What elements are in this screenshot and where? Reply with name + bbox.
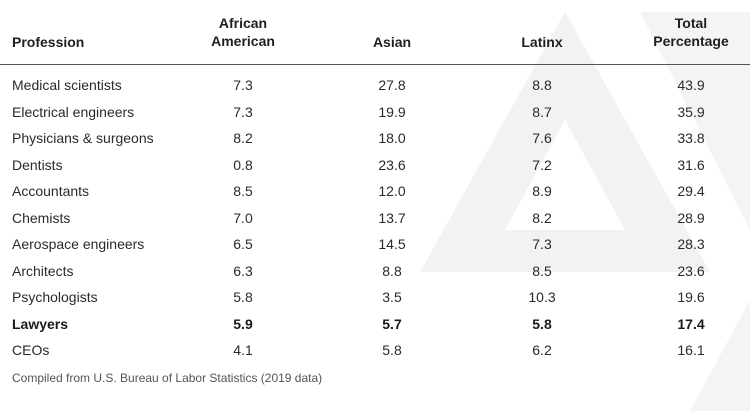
- row-value-asian: 8.8: [382, 262, 402, 279]
- row-value-latinx: 6.2: [532, 342, 552, 358]
- row-value-african-american: 6.5: [233, 236, 253, 252]
- header-asian: Asian: [372, 34, 412, 50]
- row-value-african-american: 7.3: [233, 103, 253, 120]
- row-profession: Lawyers: [12, 315, 69, 332]
- row-value-asian: 23.6: [378, 156, 406, 173]
- row-value-latinx: 7.3: [532, 236, 552, 252]
- row-value-latinx: 8.5: [532, 262, 552, 279]
- row-value-african-american: 5.9: [233, 315, 253, 332]
- row-value-latinx: 5.8: [532, 315, 552, 332]
- table-row: Dentists 0.8 23.6 7.2 31.6: [0, 152, 750, 179]
- header-profession: Profession: [12, 34, 85, 50]
- header-african-american-line1: African: [218, 15, 268, 31]
- row-value-african-american: 8.2: [233, 130, 253, 146]
- table-row: Medical scientists 7.3 27.8 8.8 43.9: [0, 72, 750, 99]
- row-profession: CEOs: [12, 342, 50, 358]
- row-value-total: 43.9: [677, 77, 705, 93]
- row-profession: Medical scientists: [12, 77, 122, 93]
- header-total-line2: Percentage: [653, 33, 729, 49]
- row-value-total: 17.4: [677, 315, 705, 332]
- row-value-asian: 13.7: [378, 209, 406, 226]
- header-total-percentage: Total Percentage: [641, 14, 741, 50]
- table-row: Lawyers 5.9 5.7 5.8 17.4: [0, 311, 750, 338]
- table-row: Chemists 7.0 13.7 8.2 28.9: [0, 205, 750, 232]
- row-value-asian: 27.8: [378, 77, 406, 93]
- source-note: Compiled from U.S. Bureau of Labor Stati…: [12, 371, 323, 385]
- row-value-african-american: 7.3: [233, 77, 253, 93]
- row-value-total: 29.4: [677, 183, 705, 199]
- row-value-asian: 3.5: [382, 289, 402, 305]
- row-value-african-american: 8.5: [233, 183, 253, 199]
- row-profession: Architects: [12, 262, 74, 279]
- row-value-total: 28.3: [677, 236, 705, 252]
- table-row: Accountants 8.5 12.0 8.9 29.4: [0, 178, 750, 205]
- table-row: Aerospace engineers 6.5 14.5 7.3 28.3: [0, 231, 750, 258]
- table-row: Physicians & surgeons 8.2 18.0 7.6 33.8: [0, 125, 750, 152]
- row-value-total: 19.6: [677, 289, 705, 305]
- row-value-asian: 14.5: [378, 236, 406, 252]
- header-african-american-line2: American: [211, 33, 275, 49]
- row-profession: Accountants: [12, 183, 90, 199]
- row-profession: Dentists: [12, 156, 63, 173]
- table-row: Psychologists 5.8 3.5 10.3 19.6: [0, 284, 750, 311]
- row-value-asian: 12.0: [378, 183, 406, 199]
- row-value-total: 23.6: [677, 262, 705, 279]
- row-value-total: 35.9: [677, 103, 705, 120]
- row-value-latinx: 8.8: [532, 77, 552, 93]
- header-divider: [0, 64, 750, 65]
- row-profession: Psychologists: [12, 289, 98, 305]
- row-value-asian: 5.7: [382, 315, 402, 332]
- table-body: Medical scientists 7.3 27.8 8.8 43.9 Electric…: [0, 72, 750, 364]
- row-value-african-american: 0.8: [233, 156, 253, 173]
- row-profession: Electrical engineers: [12, 103, 135, 120]
- row-value-latinx: 8.2: [532, 209, 552, 226]
- header-total-line1: Total: [674, 15, 708, 31]
- row-value-african-american: 5.8: [233, 289, 253, 305]
- header-african-american: African American: [193, 14, 293, 50]
- row-value-total: 31.6: [677, 156, 705, 173]
- row-value-african-american: 6.3: [233, 262, 253, 279]
- table-row: Electrical engineers 7.3 19.9 8.7 35.9: [0, 99, 750, 126]
- row-value-latinx: 8.9: [532, 183, 552, 199]
- row-value-asian: 19.9: [378, 103, 406, 120]
- table-row: Architects 6.3 8.8 8.5 23.6: [0, 258, 750, 285]
- table-header: Profession African American Asian Latinx…: [0, 8, 750, 60]
- row-value-latinx: 8.7: [532, 103, 552, 120]
- row-profession: Chemists: [12, 209, 71, 226]
- row-value-total: 28.9: [677, 209, 705, 226]
- row-value-asian: 5.8: [382, 342, 402, 358]
- row-value-latinx: 7.6: [532, 130, 552, 146]
- row-value-asian: 18.0: [378, 130, 406, 146]
- row-profession: Physicians & surgeons: [12, 130, 154, 146]
- table-row: CEOs 4.1 5.8 6.2 16.1: [0, 337, 750, 364]
- row-profession: Aerospace engineers: [12, 236, 145, 252]
- row-value-total: 16.1: [677, 342, 705, 358]
- row-value-latinx: 10.3: [528, 289, 556, 305]
- row-value-total: 33.8: [677, 130, 705, 146]
- row-value-african-american: 7.0: [233, 209, 253, 226]
- row-value-african-american: 4.1: [233, 342, 253, 358]
- header-latinx: Latinx: [521, 34, 563, 50]
- row-value-latinx: 7.2: [532, 156, 552, 173]
